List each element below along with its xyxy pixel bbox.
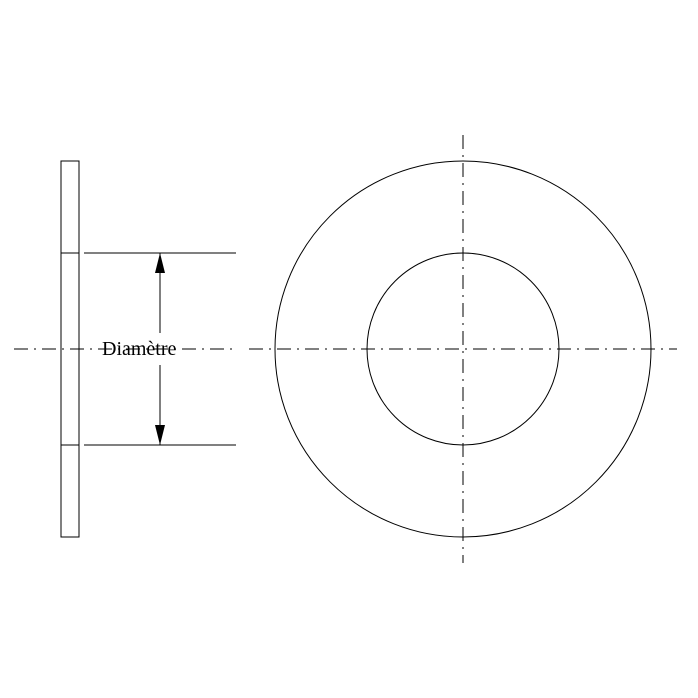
technical-drawing: Diamètre [0, 0, 698, 698]
dimension-label: Diamètre [102, 338, 177, 360]
arrowhead-top [155, 253, 165, 273]
arrowhead-bottom [155, 425, 165, 445]
front-view [249, 135, 677, 563]
